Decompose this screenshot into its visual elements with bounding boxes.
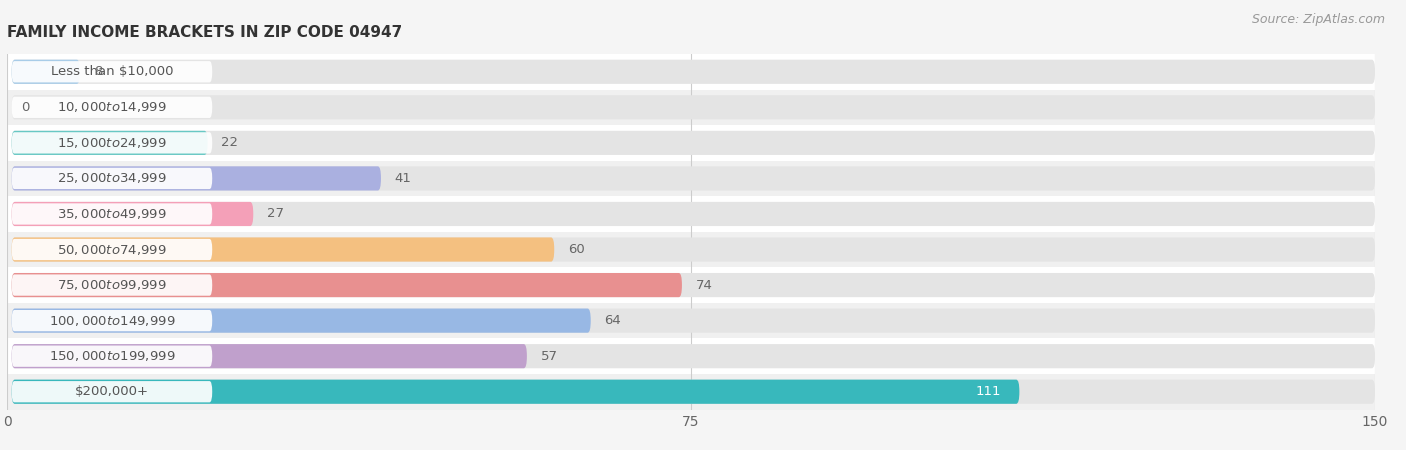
FancyBboxPatch shape [7, 232, 1375, 267]
Text: 0: 0 [21, 101, 30, 114]
FancyBboxPatch shape [7, 196, 1375, 232]
FancyBboxPatch shape [11, 166, 1375, 190]
FancyBboxPatch shape [11, 310, 212, 331]
Text: $25,000 to $34,999: $25,000 to $34,999 [58, 171, 167, 185]
FancyBboxPatch shape [11, 344, 527, 368]
Text: $100,000 to $149,999: $100,000 to $149,999 [49, 314, 176, 328]
Text: FAMILY INCOME BRACKETS IN ZIP CODE 04947: FAMILY INCOME BRACKETS IN ZIP CODE 04947 [7, 25, 402, 40]
Text: Source: ZipAtlas.com: Source: ZipAtlas.com [1251, 14, 1385, 27]
FancyBboxPatch shape [11, 132, 212, 153]
Text: 22: 22 [221, 136, 239, 149]
FancyBboxPatch shape [11, 131, 1375, 155]
Text: 57: 57 [540, 350, 558, 363]
FancyBboxPatch shape [11, 273, 1375, 297]
Text: 8: 8 [94, 65, 103, 78]
FancyBboxPatch shape [11, 309, 1375, 333]
FancyBboxPatch shape [11, 380, 1019, 404]
FancyBboxPatch shape [11, 309, 591, 333]
Text: 41: 41 [395, 172, 412, 185]
Text: 64: 64 [605, 314, 621, 327]
Text: $150,000 to $199,999: $150,000 to $199,999 [49, 349, 176, 363]
FancyBboxPatch shape [7, 374, 1375, 410]
FancyBboxPatch shape [11, 131, 208, 155]
FancyBboxPatch shape [11, 380, 1375, 404]
FancyBboxPatch shape [11, 203, 212, 225]
FancyBboxPatch shape [11, 239, 212, 260]
FancyBboxPatch shape [7, 54, 1375, 90]
Text: 60: 60 [568, 243, 585, 256]
Text: $50,000 to $74,999: $50,000 to $74,999 [58, 243, 167, 256]
FancyBboxPatch shape [11, 60, 1375, 84]
FancyBboxPatch shape [11, 238, 1375, 261]
FancyBboxPatch shape [11, 202, 1375, 226]
FancyBboxPatch shape [11, 381, 212, 402]
Text: 74: 74 [696, 279, 713, 292]
FancyBboxPatch shape [7, 303, 1375, 338]
FancyBboxPatch shape [11, 95, 1375, 119]
FancyBboxPatch shape [11, 346, 212, 367]
FancyBboxPatch shape [7, 90, 1375, 125]
FancyBboxPatch shape [11, 344, 1375, 368]
FancyBboxPatch shape [11, 60, 80, 84]
Text: $35,000 to $49,999: $35,000 to $49,999 [58, 207, 167, 221]
Text: $200,000+: $200,000+ [75, 385, 149, 398]
FancyBboxPatch shape [11, 168, 212, 189]
FancyBboxPatch shape [11, 274, 212, 296]
Text: $10,000 to $14,999: $10,000 to $14,999 [58, 100, 167, 114]
FancyBboxPatch shape [11, 273, 682, 297]
FancyBboxPatch shape [7, 338, 1375, 374]
FancyBboxPatch shape [11, 97, 212, 118]
FancyBboxPatch shape [11, 61, 212, 82]
Text: 111: 111 [976, 385, 1001, 398]
FancyBboxPatch shape [7, 267, 1375, 303]
Text: $15,000 to $24,999: $15,000 to $24,999 [58, 136, 167, 150]
FancyBboxPatch shape [11, 166, 381, 190]
FancyBboxPatch shape [7, 161, 1375, 196]
Text: $75,000 to $99,999: $75,000 to $99,999 [58, 278, 167, 292]
FancyBboxPatch shape [11, 202, 253, 226]
FancyBboxPatch shape [11, 238, 554, 261]
Text: 27: 27 [267, 207, 284, 220]
Text: Less than $10,000: Less than $10,000 [51, 65, 173, 78]
FancyBboxPatch shape [7, 125, 1375, 161]
